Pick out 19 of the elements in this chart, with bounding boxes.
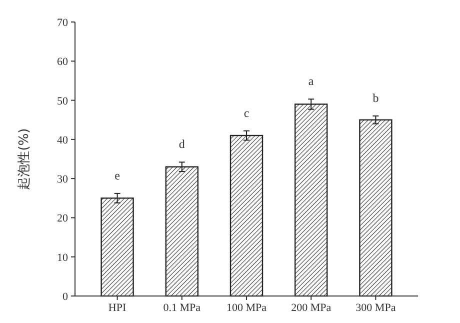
x-tick-label: HPI	[108, 302, 126, 314]
annotation: c	[244, 106, 250, 120]
annotation: e	[114, 168, 120, 182]
x-tick-label: 200 MPa	[291, 302, 332, 314]
x-tick-label: 0.1 MPa	[163, 302, 201, 314]
x-tick-label: 300 MPa	[356, 302, 396, 314]
y-tick-label: 50	[57, 95, 68, 108]
x-tick-label: 100 MPa	[226, 302, 267, 314]
annotation: a	[308, 74, 314, 88]
y-tick-label: 0	[62, 291, 68, 303]
annotation: b	[372, 90, 379, 105]
y-tick-label: 60	[57, 56, 68, 68]
annotation: d	[178, 137, 185, 152]
y-axis-title: 起泡性(%)	[17, 128, 32, 190]
y-tick-label: 20	[57, 212, 68, 225]
y-tick-label: 30	[57, 174, 68, 186]
y-tick-label: 70	[57, 17, 68, 29]
y-tick-label: 10	[57, 252, 68, 264]
y-tick-label: 40	[57, 134, 68, 146]
